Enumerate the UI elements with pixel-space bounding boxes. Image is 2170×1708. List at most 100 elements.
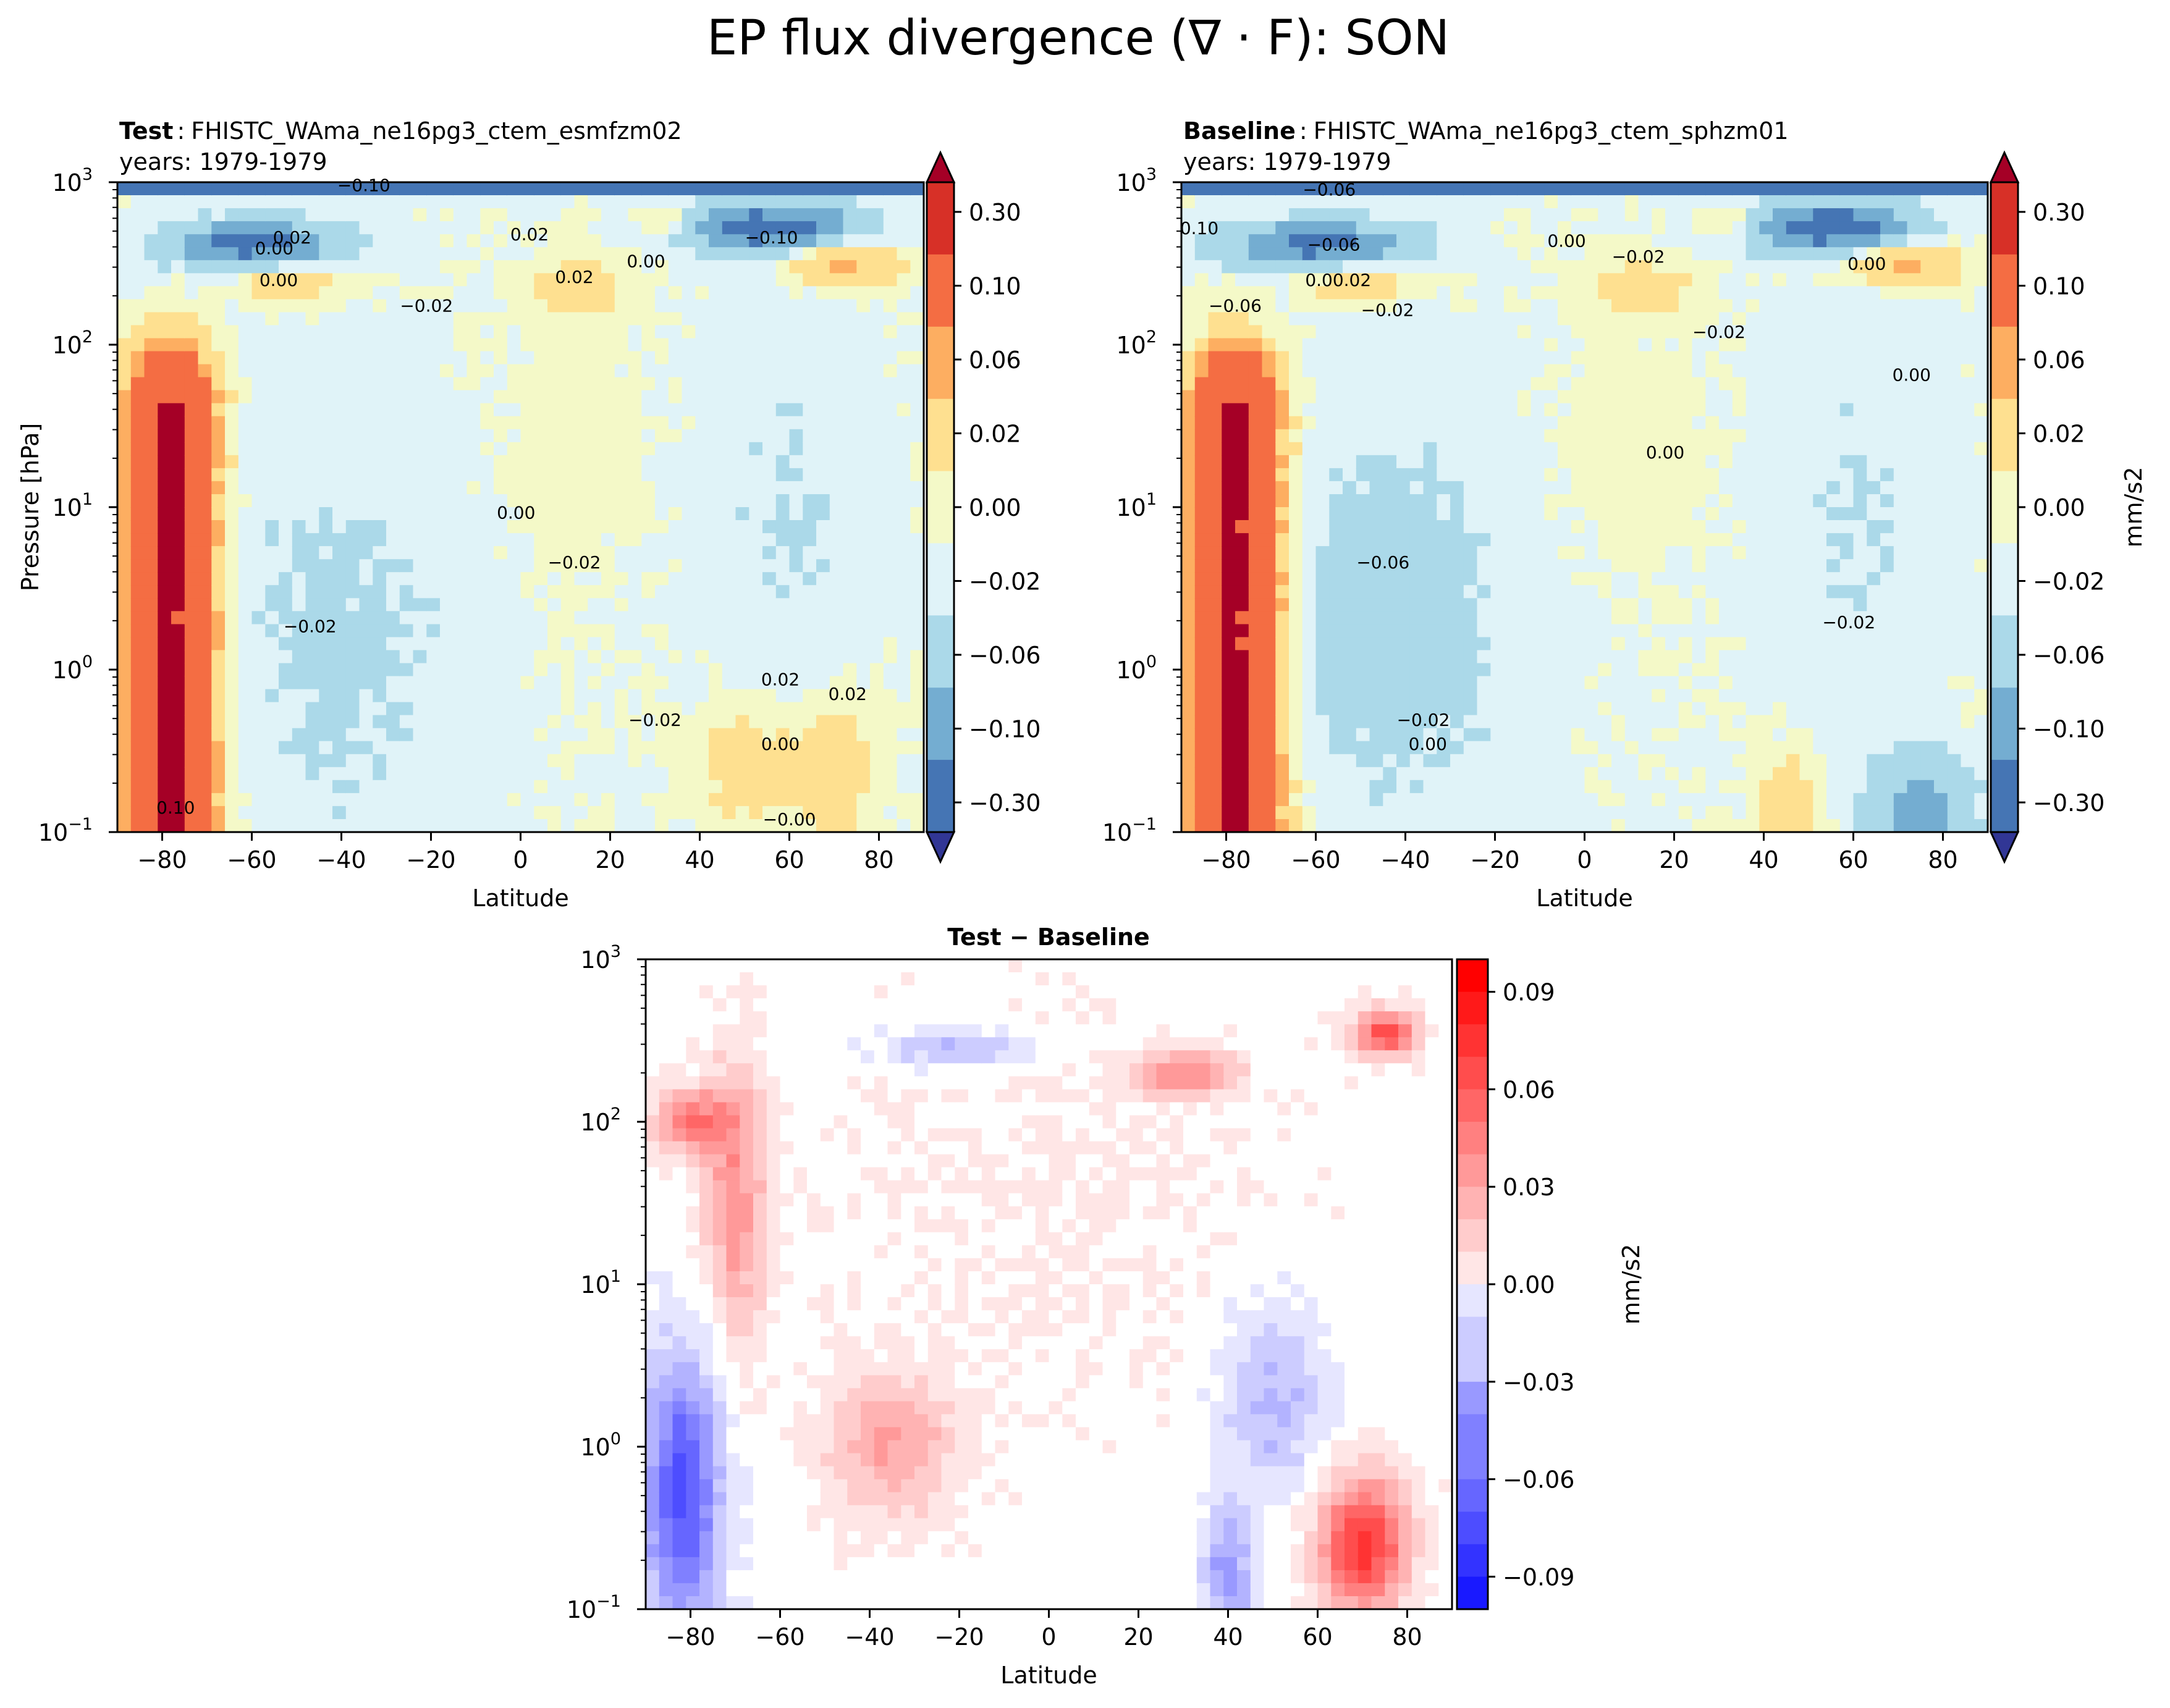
- field-cell: [735, 416, 750, 430]
- field-cell: [467, 650, 481, 664]
- field-cell: [184, 403, 199, 417]
- field-cell: [1638, 468, 1653, 482]
- field-cell: [171, 403, 185, 417]
- field-cell: [1463, 702, 1478, 716]
- field-cell: [198, 819, 213, 833]
- field-cell: [171, 793, 185, 807]
- field-cell: [749, 507, 763, 521]
- field-cell: [897, 208, 911, 222]
- field-cell: [709, 208, 723, 222]
- field-cell: [279, 312, 293, 326]
- field-cell: [1450, 247, 1464, 261]
- field-cell: [910, 689, 924, 703]
- field-cell: [1289, 442, 1303, 456]
- field-cell: [1437, 572, 1451, 586]
- field-cell: [910, 494, 924, 508]
- field-cell: [440, 611, 454, 625]
- field-cell: [386, 234, 400, 248]
- field-cell: [735, 442, 750, 456]
- field-cell: [1571, 728, 1585, 742]
- field-cell: [319, 260, 333, 274]
- field-cell: [641, 182, 656, 196]
- field-cell: [359, 338, 374, 352]
- field-cell: [1638, 663, 1653, 677]
- field-cell: [856, 481, 871, 495]
- field-cell: [803, 572, 817, 586]
- field-cell: [682, 299, 696, 313]
- field-cell: [520, 676, 535, 690]
- field-cell: [520, 533, 535, 547]
- colorbar-test: 0.300.100.060.020.00−0.02−0.06−0.10−0.30: [925, 150, 1041, 864]
- field-cell: [1638, 754, 1653, 768]
- field-cell: [588, 338, 602, 352]
- field-cell: [1302, 416, 1317, 430]
- field-cell: [386, 767, 400, 781]
- field-cell: [520, 182, 535, 196]
- field-cell: [305, 663, 320, 677]
- field-cell: [695, 195, 709, 209]
- field-cell: [641, 299, 656, 313]
- field-cell: [399, 767, 414, 781]
- field-cell: [158, 403, 172, 417]
- field-cell: [251, 455, 266, 469]
- panel-subtitle: years: 1979-1979: [119, 148, 327, 175]
- field-cell: [453, 221, 468, 235]
- field-cell: [534, 468, 548, 482]
- panel-title-bold: Test: [119, 117, 173, 145]
- field-cell: [1289, 806, 1303, 820]
- field-cell: [1584, 299, 1599, 313]
- field-cell: [373, 364, 387, 378]
- field-cell: [198, 533, 213, 547]
- y-tick-label: 101: [52, 490, 93, 521]
- field-cell: [1463, 468, 1478, 482]
- field-cell: [305, 312, 320, 326]
- field-cell: [910, 429, 924, 443]
- field-cell: [359, 728, 374, 742]
- field-cell: [722, 299, 737, 313]
- field-cell: [386, 715, 400, 729]
- field-cell: [171, 611, 185, 625]
- field-cell: [668, 741, 683, 755]
- field-cell: [574, 403, 589, 417]
- field-cell: [735, 611, 750, 625]
- field-cell: [614, 598, 629, 612]
- field-cell: [883, 494, 898, 508]
- field-cell: [695, 325, 709, 339]
- field-cell: [1665, 286, 1679, 300]
- field-cell: [1369, 689, 1384, 703]
- field-cell: [507, 819, 521, 833]
- field-cell: [829, 728, 844, 742]
- field-cell: [1423, 533, 1438, 547]
- field-cell: [184, 234, 199, 248]
- field-cell: [1571, 377, 1585, 391]
- field-cell: [225, 598, 239, 612]
- field-cell: [547, 221, 562, 235]
- field-cell: [373, 559, 387, 573]
- field-cell: [749, 273, 763, 287]
- field-cell: [1275, 767, 1290, 781]
- field-cell: [1315, 793, 1330, 807]
- field-cell: [426, 468, 441, 482]
- field-cell: [1235, 364, 1249, 378]
- field-cell: [198, 260, 213, 274]
- field-cell: [1450, 403, 1464, 417]
- field-cell: [292, 299, 306, 313]
- field-cell: [870, 793, 884, 807]
- field-cell: [655, 663, 669, 677]
- field-cell: [735, 806, 750, 820]
- field-cell: [1638, 494, 1653, 508]
- field-cell: [1409, 598, 1424, 612]
- field-cell: [279, 442, 293, 456]
- field-cell: [1530, 559, 1545, 573]
- field-cell: [1248, 247, 1263, 261]
- field-cell: [1437, 377, 1451, 391]
- field-cell: [467, 351, 481, 365]
- field-cell: [628, 546, 643, 560]
- field-cell: [1437, 650, 1451, 664]
- field-cell: [1222, 403, 1236, 417]
- field-cell: [1652, 377, 1666, 391]
- field-cell: [856, 546, 871, 560]
- field-cell: [856, 754, 871, 768]
- field-cell: [695, 650, 709, 664]
- field-cell: [1624, 455, 1639, 469]
